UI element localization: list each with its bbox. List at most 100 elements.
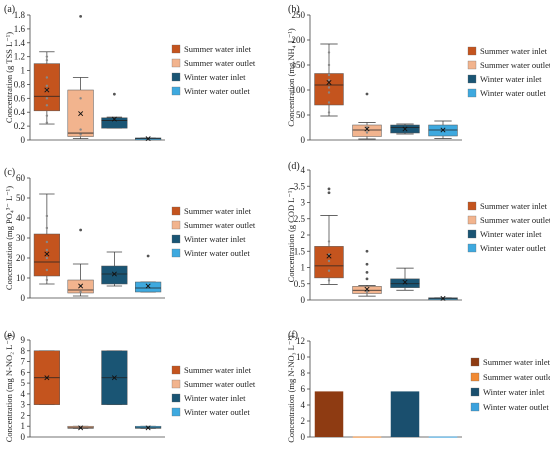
y-tick-label: 0.5 bbox=[294, 279, 306, 289]
legend-swatch bbox=[171, 379, 181, 389]
mean-marker bbox=[44, 251, 50, 257]
box-body bbox=[390, 278, 420, 288]
mean-marker bbox=[78, 111, 84, 117]
mean-marker bbox=[78, 425, 84, 431]
data-point bbox=[45, 278, 49, 282]
y-tick-label: 6 bbox=[301, 384, 306, 394]
legend-swatch bbox=[171, 365, 181, 375]
legend-entry: Winter water outlet bbox=[483, 402, 549, 412]
legend-swatch bbox=[467, 46, 477, 56]
data-point bbox=[327, 279, 331, 282]
box-0 bbox=[314, 187, 344, 285]
box-body bbox=[352, 124, 382, 137]
outlier-point bbox=[79, 14, 83, 18]
y-tick-label: 8 bbox=[21, 346, 26, 356]
box-3 bbox=[135, 425, 162, 431]
box-2 bbox=[390, 123, 420, 135]
y-axis-label: Concentration (mg N-NO₂ L⁻¹) bbox=[4, 335, 14, 443]
data-point bbox=[45, 268, 49, 272]
legend-entry: Winter water outlet bbox=[480, 88, 546, 98]
box-1 bbox=[352, 249, 382, 297]
data-point bbox=[327, 240, 331, 243]
legend-entry: Summer water inlet bbox=[184, 44, 252, 54]
y-tick-label: 2 bbox=[21, 410, 26, 420]
outlier-point bbox=[365, 262, 369, 266]
legend-entry: Summer water outlet bbox=[480, 215, 550, 225]
y-tick-label: 0 bbox=[21, 432, 26, 442]
outlier-point bbox=[365, 92, 369, 96]
y-tick-label: 2 bbox=[301, 230, 306, 240]
legend-entry: Winter water inlet bbox=[480, 74, 542, 84]
mean-marker bbox=[111, 271, 117, 277]
mean-marker bbox=[364, 286, 370, 292]
bar bbox=[390, 391, 420, 437]
data-point bbox=[327, 86, 331, 89]
data-point bbox=[45, 256, 49, 260]
data-point bbox=[45, 84, 49, 88]
y-tick-label: 0 bbox=[21, 135, 26, 145]
y-tick-label: 9 bbox=[21, 335, 26, 345]
y-tick-label: 0 bbox=[301, 295, 306, 305]
data-point bbox=[327, 101, 331, 104]
box-body bbox=[101, 117, 128, 129]
y-tick-label: 1.4 bbox=[14, 38, 26, 48]
y-tick-label: 60 bbox=[16, 173, 26, 183]
y-tick-label: 4 bbox=[301, 165, 306, 175]
y-tick-label: 150 bbox=[292, 60, 306, 70]
box-1 bbox=[352, 92, 382, 140]
box-3 bbox=[135, 136, 162, 142]
y-tick-label: 30 bbox=[16, 233, 26, 243]
legend-entry: Summer water outlet bbox=[480, 60, 550, 70]
y-tick-label: 12 bbox=[296, 336, 305, 346]
legend-swatch bbox=[171, 86, 181, 96]
y-tick-label: 3.5 bbox=[294, 181, 306, 191]
y-tick-label: 4 bbox=[301, 400, 306, 410]
legend-entry: Winter water outlet bbox=[480, 243, 546, 253]
legend-swatch bbox=[171, 58, 181, 68]
y-tick-label: 6 bbox=[21, 367, 26, 377]
box-body bbox=[314, 73, 344, 106]
mean-marker bbox=[402, 279, 408, 285]
outlier-point bbox=[327, 191, 331, 195]
outlier-point bbox=[146, 254, 150, 258]
y-tick-label: 7 bbox=[21, 357, 26, 367]
legend-entry: Summer water outlet bbox=[184, 379, 256, 389]
y-tick-label: 20 bbox=[16, 253, 26, 263]
y-tick-label: 50 bbox=[16, 193, 26, 203]
mean-marker bbox=[364, 126, 370, 132]
panel-label: (e) bbox=[4, 330, 15, 341]
y-tick-label: 250 bbox=[292, 10, 306, 20]
y-tick-label: 0 bbox=[301, 432, 306, 442]
data-point bbox=[79, 133, 82, 136]
data-point bbox=[327, 73, 331, 77]
y-tick-label: 1.2 bbox=[14, 52, 25, 62]
panel-label: (c) bbox=[4, 167, 15, 178]
data-point bbox=[45, 104, 49, 107]
mean-marker bbox=[145, 425, 151, 431]
box-0 bbox=[314, 43, 344, 117]
y-tick-label: 0.8 bbox=[14, 79, 26, 89]
legend-entry: Summer water inlet bbox=[184, 206, 252, 216]
box-2 bbox=[101, 350, 128, 406]
mean-marker bbox=[111, 116, 117, 122]
legend-entry: Winter water outlet bbox=[184, 86, 250, 96]
box-2 bbox=[390, 267, 420, 291]
panel-label: (b) bbox=[288, 4, 300, 15]
box-0 bbox=[33, 193, 60, 285]
mean-marker bbox=[111, 375, 117, 381]
y-tick-label: 0.2 bbox=[14, 121, 25, 131]
data-point bbox=[327, 63, 331, 67]
panel-label: (a) bbox=[4, 4, 15, 15]
data-point bbox=[365, 131, 369, 134]
legend-swatch bbox=[171, 393, 181, 403]
data-point bbox=[45, 76, 49, 79]
y-axis-label: Concentration (mg N-NO₃ L⁻¹) bbox=[286, 335, 296, 443]
data-point bbox=[45, 121, 49, 124]
data-point bbox=[79, 97, 82, 100]
y-tick-label: 3 bbox=[301, 198, 306, 208]
box-0 bbox=[33, 350, 60, 406]
y-tick-label: 1.6 bbox=[14, 24, 26, 34]
legend-entry: Winter water outlet bbox=[184, 407, 250, 417]
